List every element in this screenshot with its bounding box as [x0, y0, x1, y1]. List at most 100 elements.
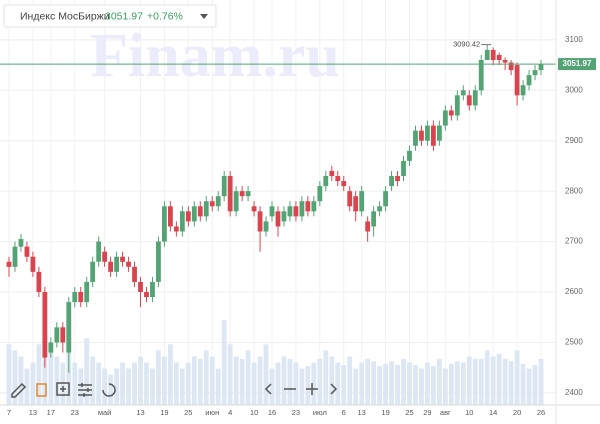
- candle-body: [299, 201, 305, 217]
- add-icon[interactable]: [56, 382, 70, 396]
- volume-bar: [114, 368, 119, 405]
- volume-bar: [383, 363, 388, 405]
- volume-bar: [203, 350, 209, 405]
- max-label: 3090.42: [453, 40, 480, 49]
- volume-bar: [269, 368, 275, 405]
- volume-bar: [233, 356, 239, 405]
- candle-body: [132, 266, 137, 282]
- candle-body: [126, 261, 131, 267]
- candle-body: [197, 206, 203, 217]
- candles: [6, 44, 544, 373]
- candle-body: [448, 110, 454, 116]
- volume-bar: [490, 356, 496, 405]
- candle-body: [431, 125, 436, 146]
- candle-body: [150, 281, 155, 298]
- volume-bar: [293, 362, 299, 405]
- add-plus: [60, 386, 66, 392]
- candle-body: [383, 191, 388, 207]
- x-tick-label: июн: [205, 408, 219, 417]
- candle-body: [245, 191, 251, 197]
- settings-icon[interactable]: [78, 383, 92, 397]
- volume-bar: [6, 344, 12, 405]
- x-tick-label: 17: [47, 408, 55, 417]
- candle-body: [520, 85, 526, 96]
- scroll-right[interactable]: [330, 383, 338, 395]
- candle-body: [173, 226, 179, 232]
- volume-bar: [454, 361, 460, 405]
- volume-bar: [526, 368, 532, 405]
- candle-body: [466, 95, 472, 106]
- volume-bar: [167, 344, 173, 405]
- candle-body: [233, 191, 239, 212]
- candle-body: [371, 211, 377, 227]
- candle-body: [42, 292, 48, 358]
- volume-bar: [150, 368, 155, 405]
- y-tick-label: 3000: [565, 85, 583, 94]
- volume-bar: [466, 356, 472, 405]
- dropdown-arrow[interactable]: [200, 14, 208, 19]
- volume-bar: [42, 332, 48, 405]
- x-tick-label: 16: [268, 408, 276, 417]
- candle-body: [496, 54, 502, 61]
- candle-body: [323, 176, 329, 187]
- candle-body: [514, 65, 520, 96]
- candle-body: [24, 246, 30, 257]
- volume-bar: [329, 356, 335, 405]
- volume-bar: [36, 344, 42, 405]
- volume-bar: [305, 366, 311, 405]
- volume-bar: [496, 354, 502, 405]
- candle-body: [269, 206, 275, 217]
- volume-bar: [221, 320, 227, 405]
- candle-body: [377, 206, 383, 212]
- volume-bar: [311, 362, 317, 405]
- volume-bar: [54, 356, 60, 405]
- candle-body: [263, 221, 269, 232]
- candle-body: [54, 327, 60, 343]
- volume-bar: [185, 362, 191, 405]
- header-box[interactable]: [3, 4, 217, 28]
- candle-body: [353, 196, 359, 212]
- candle-body: [293, 206, 299, 217]
- x-tick-label: 19: [381, 408, 389, 417]
- last-price-label: 3051.97: [563, 59, 592, 68]
- volume-bar: [401, 358, 406, 405]
- volume-bar: [425, 362, 430, 405]
- candle-body: [281, 211, 287, 222]
- volume-bar: [395, 364, 400, 405]
- candle-body: [508, 62, 514, 71]
- volume-bar: [520, 363, 526, 405]
- volume-bar: [108, 374, 114, 405]
- candle-body: [108, 261, 114, 272]
- candle-body: [484, 49, 490, 61]
- volume-bar: [317, 358, 323, 405]
- candle-body: [221, 176, 227, 197]
- candle-body: [413, 130, 418, 146]
- volume-bar: [323, 350, 329, 405]
- candle-body: [191, 206, 197, 222]
- volume-bar: [173, 362, 179, 405]
- volume-bar: [484, 350, 490, 405]
- pencil-icon[interactable]: [11, 382, 27, 398]
- candle-body: [48, 342, 54, 353]
- candle-body: [185, 211, 191, 222]
- volume-bar: [72, 362, 78, 405]
- candle-body: [167, 206, 173, 227]
- candle-body: [305, 201, 311, 212]
- candle-body: [209, 201, 215, 207]
- volume-bar: [251, 362, 257, 405]
- candle-body: [102, 251, 108, 262]
- volume-bar: [514, 350, 520, 405]
- zoom-in[interactable]: [306, 383, 318, 395]
- candle-body: [30, 256, 36, 272]
- y-tick-label: 2500: [565, 338, 583, 347]
- candle-body: [162, 206, 167, 242]
- volume-bar: [365, 358, 371, 405]
- x-tick-label: 26: [537, 408, 545, 417]
- volume-bar: [48, 350, 54, 405]
- scroll-left[interactable]: [264, 383, 272, 395]
- reset-icon[interactable]: [102, 383, 116, 397]
- indicator-icon[interactable]: [36, 383, 47, 397]
- candle-body: [257, 211, 263, 232]
- candle-body: [329, 170, 335, 177]
- x-tick-label: 13: [136, 408, 144, 417]
